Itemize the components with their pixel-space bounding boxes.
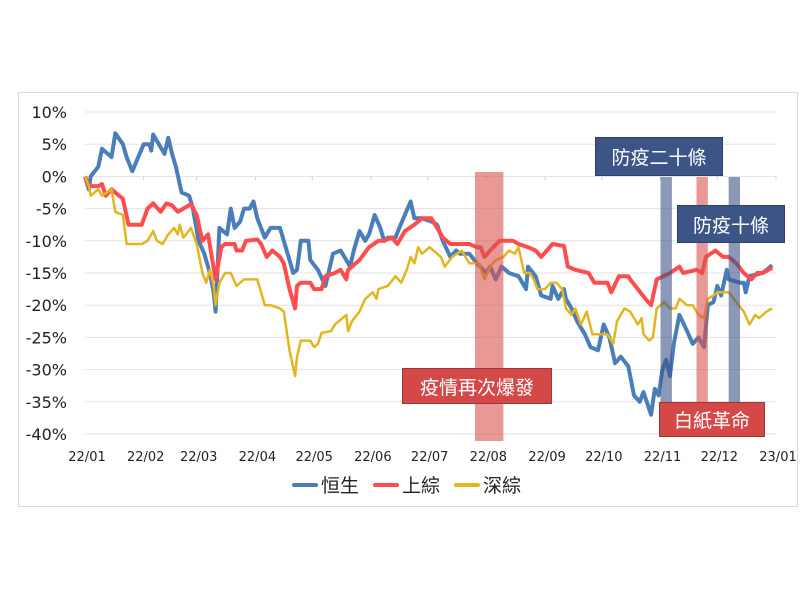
y-tick-label: -20%: [26, 296, 67, 315]
x-tick-label: 22/07: [411, 450, 448, 465]
y-tick-label: -35%: [26, 393, 67, 412]
y-axis-labels: 10% 5% 0% -5% -10% -15% -20% -25% -30% -35% -40%: [26, 103, 67, 444]
y-tick-label: -30%: [26, 361, 67, 380]
x-axis-labels: 22/01 22/02 22/03 22/04 22/05 22/06 22/07 22/08…: [68, 450, 796, 465]
x-tick-label: 22/03: [180, 450, 217, 465]
x-tick-label: 22/09: [528, 450, 565, 465]
legend-item-shanghai: 上綜: [373, 471, 440, 498]
event-band: [728, 177, 741, 436]
y-tick-label: -5%: [36, 200, 67, 219]
legend-swatch: [292, 482, 318, 487]
chart-frame: [18, 92, 798, 507]
x-tick-label: 22/11: [644, 450, 681, 465]
annotation-outbreak: 疫情再次爆發: [402, 368, 552, 404]
series-line-恒生: [83, 131, 774, 417]
annotation-a4-revolution: 白紙革命: [659, 402, 765, 437]
x-tick-label: 22/05: [295, 450, 332, 465]
y-tick-label: -10%: [26, 232, 67, 251]
legend-label: 深綜: [483, 475, 522, 497]
series-line-深綜: [83, 175, 773, 378]
x-tick-label: 22/04: [239, 450, 276, 465]
x-tick-label: 22/02: [127, 450, 164, 465]
x-tick-label: 22/12: [701, 450, 738, 465]
x-tick-label: 22/01: [68, 450, 105, 465]
y-tick-label: -25%: [26, 328, 67, 347]
event-band: [696, 177, 708, 436]
event-band: [660, 177, 672, 436]
legend-swatch: [454, 482, 481, 487]
legend-item-shenzhen: 深綜: [454, 471, 521, 498]
series-line-上綜: [83, 175, 774, 311]
series-lines: [83, 131, 774, 417]
y-tick-label: 0%: [42, 167, 67, 186]
x-tick-label: 22/06: [354, 450, 391, 465]
y-tick-label: -15%: [26, 264, 67, 283]
x-tick-label: 22/10: [585, 450, 622, 465]
legend: 恒生 上綜 深綜: [292, 471, 535, 498]
legend-item-hang-seng: 恒生: [292, 471, 359, 498]
x-tick-label: 22/08: [470, 450, 507, 465]
y-tick-label: -40%: [26, 425, 67, 444]
annotation-10-measures: 防疫十條: [677, 205, 785, 243]
x-tick-label: 23/01: [759, 450, 796, 465]
legend-swatch: [373, 482, 400, 487]
legend-label: 恒生: [321, 475, 360, 497]
y-tick-label: 5%: [42, 135, 67, 154]
y-tick-label: 10%: [31, 103, 67, 122]
annotation-20-measures: 防疫二十條: [595, 137, 723, 176]
legend-label: 上綜: [402, 475, 441, 497]
